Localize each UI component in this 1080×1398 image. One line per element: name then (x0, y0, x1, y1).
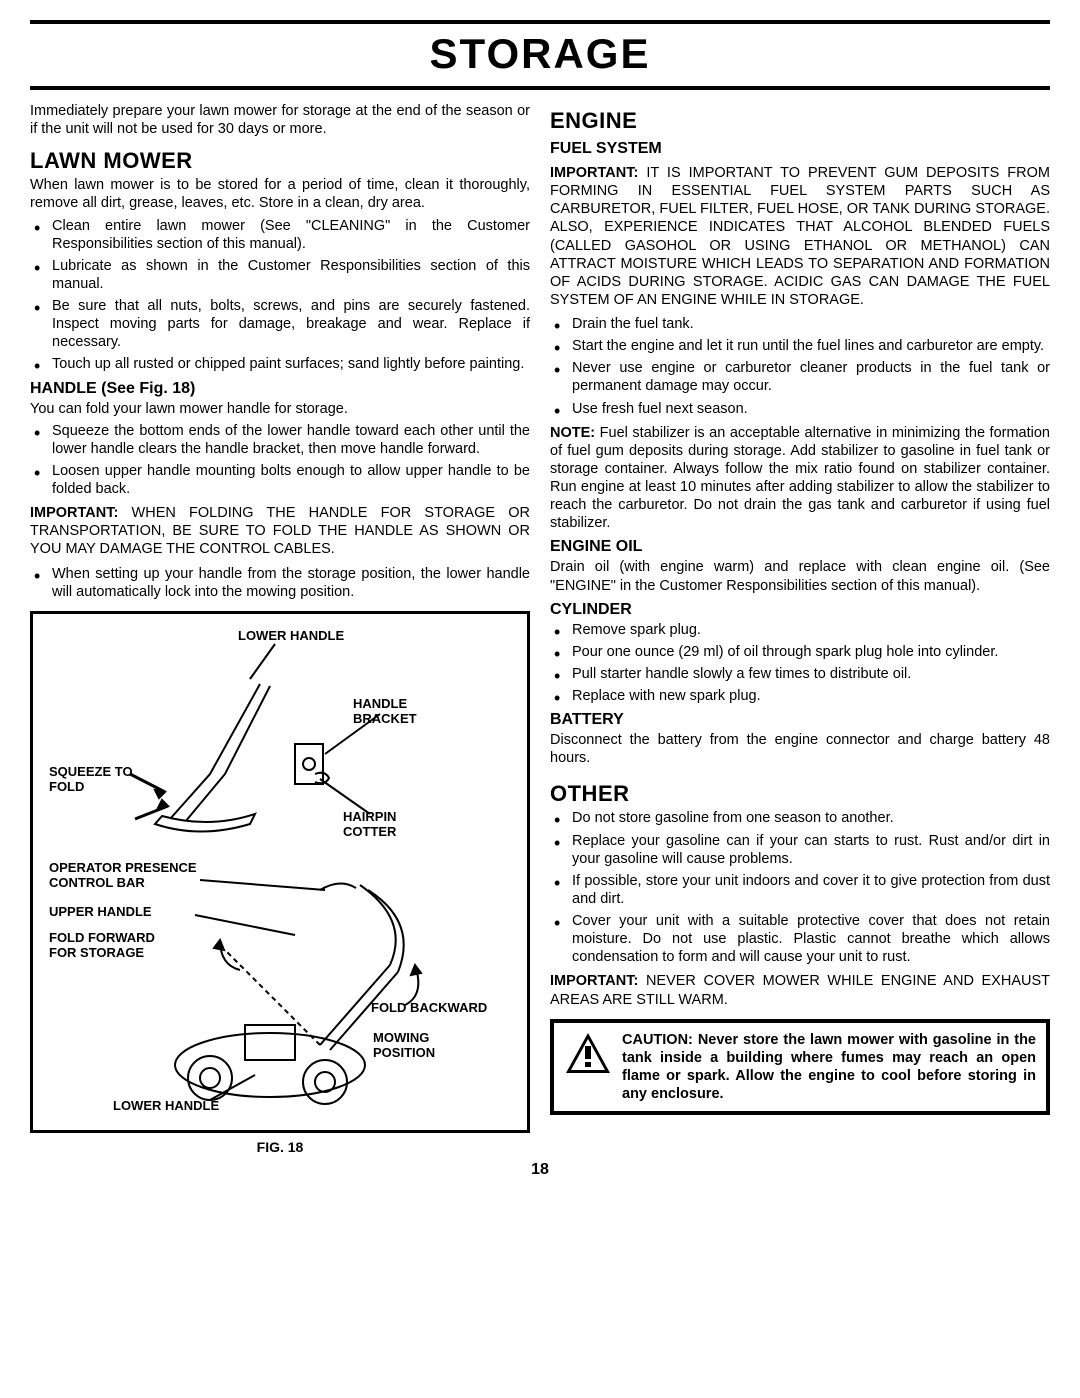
heading-handle: HANDLE (See Fig. 18) (30, 380, 530, 398)
handle-intro: You can fold your lawn mower handle for … (30, 400, 530, 418)
engine-oil-text: Drain oil (with engine warm) and replace… (550, 558, 1050, 594)
other-bullets: Do not store gasoline from one season to… (550, 809, 1050, 966)
list-item: Replace with new spark plug. (572, 687, 1050, 705)
top-rule (30, 20, 1050, 24)
list-item: Clean entire lawn mower (See "CLEANING" … (52, 217, 530, 253)
list-item: Start the engine and let it run until th… (572, 337, 1050, 355)
figure-18-box: LOWER HANDLE HANDLE BRACKET SQUEEZE TO F… (30, 611, 530, 1133)
fuel-note: NOTE: Fuel stabilizer is an acceptable a… (550, 424, 1050, 533)
list-item: Replace your gasoline can if your can st… (572, 832, 1050, 868)
heading-battery: BATTERY (550, 711, 1050, 729)
list-item: Pour one ounce (29 ml) of oil through sp… (572, 643, 1050, 661)
fig-label-squeeze: SQUEEZE TO FOLD (49, 764, 133, 794)
list-item: Use fresh fuel next season. (572, 400, 1050, 418)
caution-label: CAUTION: (622, 1032, 693, 1048)
cylinder-bullets: Remove spark plug. Pour one ounce (29 ml… (550, 621, 1050, 706)
important-label: IMPORTANT: (30, 505, 118, 521)
battery-text: Disconnect the battery from the engine c… (550, 731, 1050, 767)
fig-label-handle-bracket: HANDLE BRACKET (353, 696, 417, 726)
important-label: IMPORTANT: (550, 973, 638, 989)
list-item: Cover your unit with a suitable protecti… (572, 912, 1050, 966)
heading-other: OTHER (550, 781, 1050, 807)
handle-bullets-2: When setting up your handle from the sto… (30, 565, 530, 601)
intro-text: Immediately prepare your lawn mower for … (30, 102, 530, 138)
figure-upper-svg (43, 624, 517, 854)
list-item: Remove spark plug. (572, 621, 1050, 639)
heading-lawn-mower: LAWN MOWER (30, 148, 530, 174)
figure-lower-panel: OPERATOR PRESENCE CONTROL BAR UPPER HAND… (43, 860, 517, 1120)
note-text: Fuel stabilizer is an acceptable alterna… (550, 425, 1050, 532)
heading-engine-oil: ENGINE OIL (550, 538, 1050, 556)
list-item: If possible, store your unit indoors and… (572, 872, 1050, 908)
right-column: ENGINE FUEL SYSTEM IMPORTANT: IT IS IMPO… (550, 102, 1050, 1155)
list-item: Touch up all rusted or chipped paint sur… (52, 355, 530, 373)
heading-cylinder: CYLINDER (550, 601, 1050, 619)
other-important: IMPORTANT: NEVER COVER MOWER WHILE ENGIN… (550, 972, 1050, 1008)
two-column-layout: Immediately prepare your lawn mower for … (30, 102, 1050, 1155)
fig-label-opc: OPERATOR PRESENCE CONTROL BAR (49, 860, 197, 890)
figure-caption: FIG. 18 (30, 1139, 530, 1155)
fig-label-fold-backward: FOLD BACKWARD (371, 1000, 487, 1015)
list-item: Loosen upper handle mounting bolts enoug… (52, 462, 530, 498)
list-item: Never use engine or carburetor cleaner p… (572, 359, 1050, 395)
important-label: IMPORTANT: (550, 165, 638, 181)
handle-important: IMPORTANT: WHEN FOLDING THE HANDLE FOR S… (30, 504, 530, 558)
lawn-intro: When lawn mower is to be stored for a pe… (30, 176, 530, 212)
fig-label-hairpin: HAIRPIN COTTER (343, 809, 396, 839)
page-title: STORAGE (430, 30, 651, 78)
page-number: 18 (30, 1161, 1050, 1179)
fig-label-lower-handle-2: LOWER HANDLE (113, 1098, 219, 1113)
figure-upper-panel: LOWER HANDLE HANDLE BRACKET SQUEEZE TO F… (43, 624, 517, 854)
important-text: IT IS IMPORTANT TO PREVENT GUM DEPOSITS … (550, 165, 1050, 308)
heading-engine: ENGINE (550, 108, 1050, 134)
list-item: Be sure that all nuts, bolts, screws, an… (52, 297, 530, 351)
fig-label-lower-handle: LOWER HANDLE (238, 628, 344, 643)
caution-text: CAUTION: Never store the lawn mower with… (622, 1031, 1036, 1104)
figure-lower-svg (43, 860, 517, 1120)
list-item: Squeeze the bottom ends of the lower han… (52, 422, 530, 458)
fig-label-fold-forward: FOLD FORWARD FOR STORAGE (49, 930, 155, 960)
fuel-bullets: Drain the fuel tank. Start the engine an… (550, 315, 1050, 418)
left-column: Immediately prepare your lawn mower for … (30, 102, 530, 1155)
title-bar: STORAGE (30, 26, 1050, 90)
list-item: Do not store gasoline from one season to… (572, 809, 1050, 827)
list-item: Lubricate as shown in the Customer Respo… (52, 257, 530, 293)
lawn-bullets: Clean entire lawn mower (See "CLEANING" … (30, 217, 530, 374)
list-item: When setting up your handle from the sto… (52, 565, 530, 601)
note-label: NOTE: (550, 425, 595, 441)
heading-fuel-system: FUEL SYSTEM (550, 140, 1050, 158)
handle-bullets: Squeeze the bottom ends of the lower han… (30, 422, 530, 499)
fig-label-upper-handle: UPPER HANDLE (49, 904, 152, 919)
fig-label-mowing-position: MOWING POSITION (373, 1030, 435, 1060)
fuel-important: IMPORTANT: IT IS IMPORTANT TO PREVENT GU… (550, 164, 1050, 309)
list-item: Drain the fuel tank. (572, 315, 1050, 333)
list-item: Pull starter handle slowly a few times t… (572, 665, 1050, 683)
warning-icon (564, 1031, 612, 1075)
caution-box: CAUTION: Never store the lawn mower with… (550, 1019, 1050, 1116)
